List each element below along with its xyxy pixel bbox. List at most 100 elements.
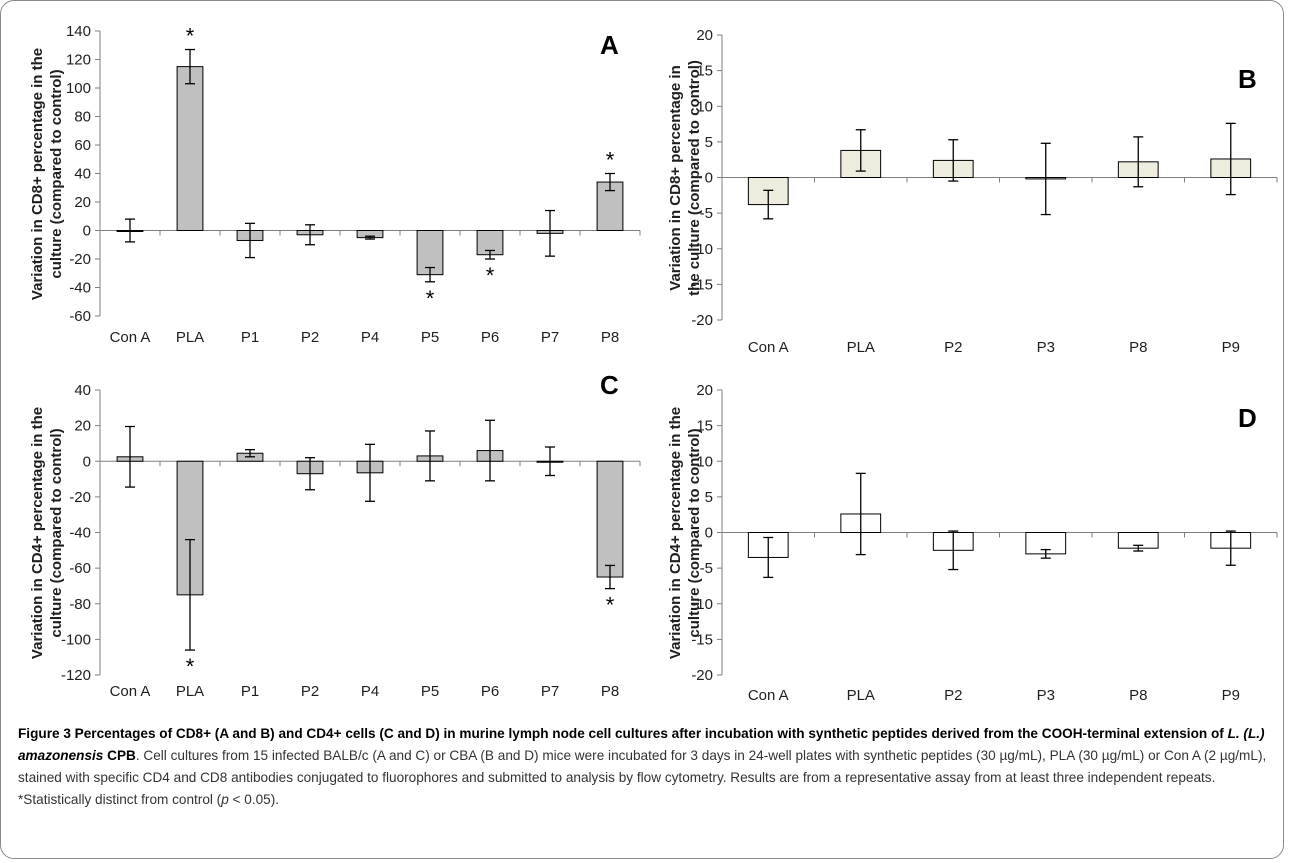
category-label: P7	[541, 329, 559, 346]
category-label: P2	[944, 687, 962, 704]
y-tick-label: -40	[69, 525, 91, 542]
y-tick-label: -60	[69, 560, 91, 577]
y-tick-label: 20	[696, 382, 713, 399]
y-tick-label: 80	[74, 109, 91, 126]
y-tick-label: 0	[83, 223, 91, 240]
category-label: P5	[421, 329, 439, 346]
y-tick-label: 15	[696, 418, 713, 435]
y-tick-label: 140	[66, 23, 91, 40]
panel-label: D	[1238, 403, 1257, 433]
y-axis-label-line: culture (compared to control)	[48, 428, 65, 637]
category-label: P7	[541, 683, 559, 700]
category-label: P9	[1222, 339, 1240, 356]
panel-label: A	[600, 30, 619, 60]
chart-panel-b: -20 -15 -10 -5 0 5 10 15 20 Con A PLA P2 P3 P8 P9 Varia…	[667, 27, 1278, 356]
category-label: P6	[481, 329, 499, 346]
category-label: P8	[1129, 339, 1147, 356]
caption-label: Figure 3	[18, 726, 71, 741]
chart-panel-d: -20 -15 -10 -5 0 5 10 15 20 Con A PLA P2 P3 P8 P9 Varia…	[667, 382, 1278, 704]
caption-title: Percentages of CD8+ (A and B) and CD4+ c…	[18, 726, 1265, 763]
y-tick-label: 5	[705, 489, 713, 506]
y-tick-label: -120	[61, 667, 91, 684]
caption-title-text: Percentages of CD8+ (A and B) and CD4+ c…	[74, 726, 1228, 741]
caption-species: L. (L.) amazonensis	[18, 726, 1265, 763]
chart-panel-c: -120 -100 -80 -60 -40 -20 0 20 40 Con A * PLA P1 P2 P4…	[29, 370, 641, 700]
category-label: PLA	[847, 687, 875, 704]
significance-star: *	[186, 24, 195, 49]
y-tick-label: 0	[83, 453, 91, 470]
category-label: P6	[481, 683, 499, 700]
y-tick-label: -10	[691, 241, 713, 258]
category-label: P2	[944, 339, 962, 356]
caption-body-end: < 0.05).	[228, 792, 280, 807]
y-tick-label: -5	[700, 560, 713, 577]
category-label: Con A	[748, 687, 789, 704]
category-label: P8	[601, 683, 619, 700]
figure-caption: Figure 3 Percentages of CD8+ (A and B) a…	[18, 723, 1274, 811]
significance-star: *	[426, 286, 435, 311]
category-label: Con A	[110, 683, 151, 700]
y-axis-label-line: Variation in CD8+ percentage in	[667, 65, 684, 290]
y-tick-label: 100	[66, 80, 91, 97]
y-tick-label: -5	[700, 205, 713, 222]
panel-label: B	[1238, 64, 1257, 94]
y-tick-label: -60	[69, 308, 91, 325]
category-label: Con A	[110, 329, 151, 346]
y-tick-label: -40	[69, 280, 91, 297]
category-label: P8	[1129, 687, 1147, 704]
bar	[596, 460, 624, 578]
y-axis-label: Variation in CD4+ percentage in the cultu…	[29, 407, 65, 659]
y-tick-label: 20	[696, 27, 713, 44]
category-label: P2	[301, 329, 319, 346]
y-tick-label: 15	[696, 63, 713, 80]
y-tick-label: -10	[691, 596, 713, 613]
y-tick-label: -20	[691, 667, 713, 684]
category-label: PLA	[847, 339, 875, 356]
category-label: P8	[601, 329, 619, 346]
y-tick-label: -20	[69, 251, 91, 268]
chart-panel-a: -60 -40 -20 0 20 40 60 80 100 120 140 Con A * PLA P1 P2…	[29, 23, 641, 346]
y-tick-label: 5	[705, 134, 713, 151]
y-tick-label: -15	[691, 631, 713, 648]
y-axis-label: Variation in CD8+ percentage in the cultu…	[29, 48, 65, 300]
y-tick-label: 10	[696, 453, 713, 470]
significance-star: *	[606, 593, 615, 618]
category-label: P4	[361, 683, 379, 700]
significance-star: *	[486, 263, 495, 288]
y-tick-label: 10	[696, 98, 713, 115]
significance-star: *	[606, 148, 615, 173]
y-axis-label-line: Variation in CD4+ percentage in the	[667, 407, 684, 659]
caption-body: . Cell cultures from 15 infected BALB/c …	[18, 748, 1267, 807]
y-tick-label: 0	[705, 170, 713, 187]
y-axis-label-line: Variation in CD8+ percentage in the	[29, 48, 46, 300]
y-axis-label: Variation in CD8+ percentage in the cultu…	[667, 60, 703, 296]
category-label: P2	[301, 683, 319, 700]
category-label: PLA	[176, 329, 204, 346]
y-tick-label: 20	[74, 418, 91, 435]
y-tick-label: -20	[691, 312, 713, 329]
y-tick-label: -15	[691, 276, 713, 293]
y-axis-label-line: the culture (compared to control)	[686, 60, 703, 296]
category-label: P1	[241, 329, 259, 346]
y-axis-label-line: Variation in CD4+ percentage in the	[29, 407, 46, 659]
y-axis-label-line: culture (compared to control)	[48, 69, 65, 278]
y-tick-label: 120	[66, 52, 91, 69]
y-tick-label: 60	[74, 137, 91, 154]
bar	[176, 66, 204, 231]
y-tick-label: -20	[69, 489, 91, 506]
y-axis-label-line: culture (compared to control)	[686, 428, 703, 637]
panel-label: C	[600, 370, 619, 400]
category-label: P1	[241, 683, 259, 700]
y-tick-label: 20	[74, 194, 91, 211]
y-tick-label: 40	[74, 166, 91, 183]
category-label: Con A	[748, 339, 789, 356]
y-axis-label: Variation in CD4+ percentage in the cultu…	[667, 407, 703, 659]
category-label: P3	[1037, 687, 1055, 704]
y-tick-label: 0	[705, 525, 713, 542]
significance-star: *	[186, 654, 195, 679]
y-tick-label: -80	[69, 596, 91, 613]
category-label: P9	[1222, 687, 1240, 704]
y-tick-label: 40	[74, 382, 91, 399]
y-tick-label: -100	[61, 631, 91, 648]
